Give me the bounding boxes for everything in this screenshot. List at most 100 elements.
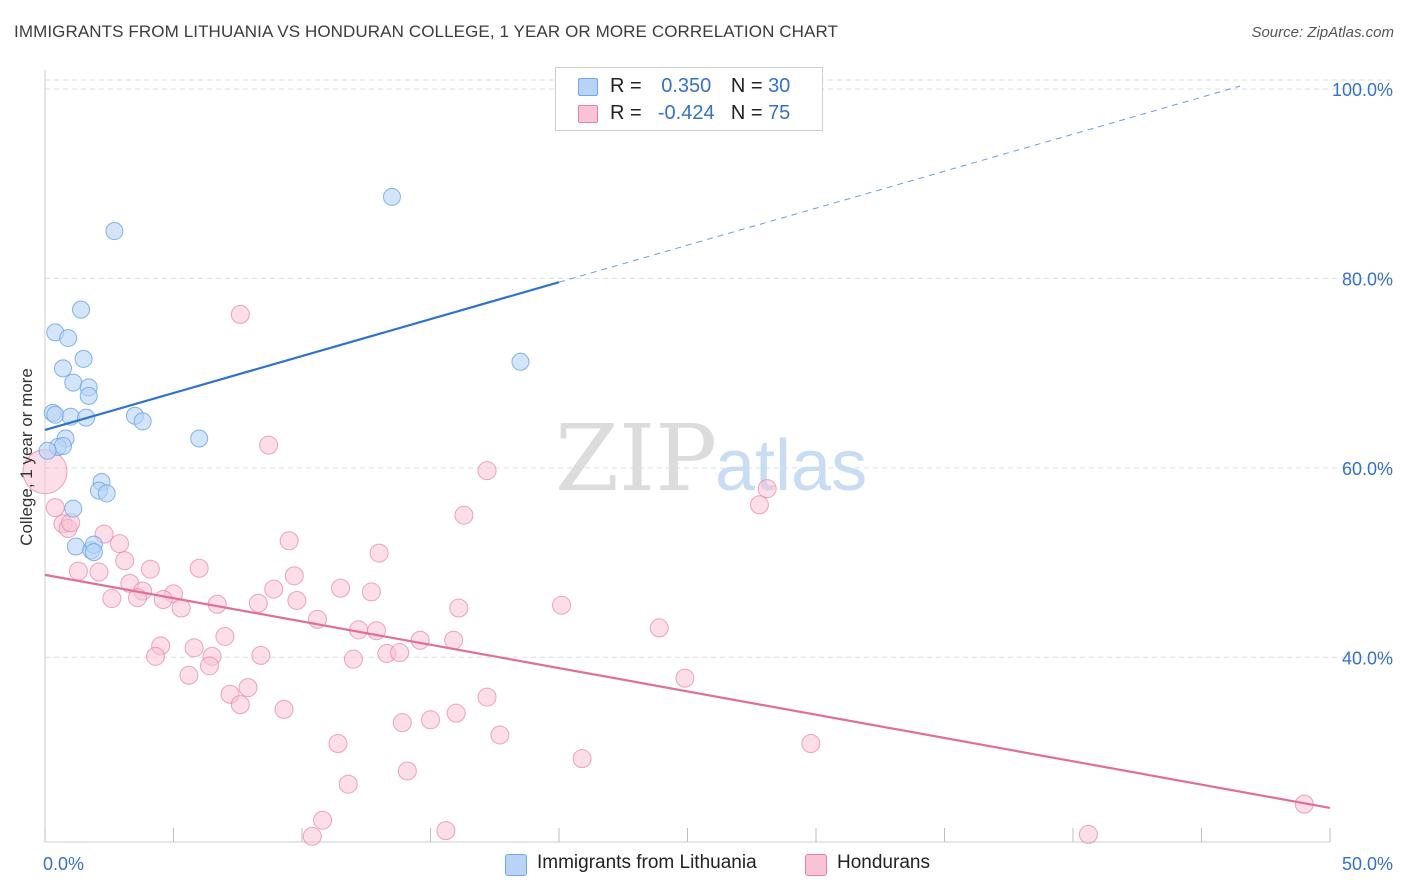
series-hondurans [22,304,1314,846]
data-point-lithuania [79,386,98,405]
data-point-honduran [189,558,209,578]
data-point-lithuania [53,359,72,378]
data-point-honduran [230,304,250,324]
data-point-lithuania [46,405,65,424]
data-point-honduran [259,435,279,455]
data-point-honduran [68,561,88,581]
legend-swatch-blue [505,854,527,876]
data-point-honduran [675,668,695,688]
gridlines [45,79,1395,658]
tick-labels: 40.0% 60.0% 80.0% 100.0% 0.0% 50.0% [43,80,1393,874]
data-point-honduran [1078,824,1098,844]
data-point-honduran [284,566,304,586]
data-point-lithuania [66,537,85,556]
data-point-honduran [477,687,497,707]
data-point-honduran [454,505,474,525]
y-tick-label: 100.0% [1332,80,1393,100]
data-point-lithuania [38,441,57,460]
data-point-honduran [140,559,160,579]
n-label: N = [730,75,763,97]
chart-title: IMMIGRANTS FROM LITHUANIA VS HONDURAN CO… [14,22,839,41]
watermark-atlas: atlas [715,426,867,506]
data-point-honduran [444,630,464,650]
data-point-honduran [397,761,417,781]
x-tick-label: 50.0% [1342,854,1393,874]
data-point-honduran [279,531,299,551]
data-point-honduran [251,645,271,665]
data-point-honduran [572,749,592,769]
data-point-honduran [343,649,363,669]
data-point-honduran [287,590,307,610]
data-point-lithuania [64,373,83,392]
data-point-honduran [361,582,381,602]
data-point-honduran [390,643,410,663]
data-point-honduran [449,598,469,618]
trend-line-hondurans [44,573,1331,809]
stats-legend: R = 0.350 N = 30 R = -0.424 N = 75 [555,67,823,131]
y-axis-label: College, 1 year or more [17,368,36,546]
data-point-honduran [436,821,456,841]
data-point-honduran [369,543,389,563]
data-point-honduran [248,593,268,613]
data-point-honduran [392,713,412,733]
data-point-lithuania [382,187,401,206]
y-tick-label: 80.0% [1342,269,1393,289]
legend-swatch-pink [805,854,827,876]
data-point-lithuania [105,222,124,241]
source-credit: Source: ZipAtlas.com [1251,24,1394,41]
data-point-honduran [338,774,358,794]
r-label: R = [610,75,642,97]
data-point-honduran [552,595,572,615]
y-tick-label: 40.0% [1342,648,1393,668]
data-point-lithuania [190,429,209,448]
data-point-honduran [490,725,510,745]
data-point-honduran [801,733,821,753]
data-point-honduran [45,498,65,518]
data-point-honduran [264,579,284,599]
data-point-honduran [274,699,294,719]
data-point-honduran [331,578,351,598]
data-point-lithuania [84,543,103,562]
data-point-lithuania [511,352,530,371]
data-point-lithuania [59,329,78,348]
legend-label: Hondurans [837,852,930,873]
r-label: R = [610,102,642,124]
data-point-lithuania [74,349,93,368]
data-point-lithuania [64,499,83,518]
legend-swatch-blue [578,78,598,96]
n-label: N = [730,102,763,124]
data-point-lithuania [71,300,90,319]
trend-lines [44,85,1331,809]
data-point-honduran [184,638,204,658]
data-point-honduran [477,461,497,481]
legend-label: Immigrants from Lithuania [537,852,757,873]
data-point-lithuania [53,437,72,456]
data-point-honduran [749,495,769,515]
watermark-zip: ZIP [555,405,717,512]
r-value: -0.424 [657,102,715,124]
data-point-honduran [146,646,166,666]
data-point-honduran [215,626,235,646]
series-lithuania [38,187,530,562]
y-tick-label: 60.0% [1342,459,1393,479]
r-value: 0.350 [661,75,712,97]
data-point-honduran [115,551,135,571]
data-point-honduran [328,733,348,753]
data-point-honduran [153,590,173,610]
n-value: 30 [768,75,791,97]
data-point-lithuania [97,484,116,503]
legend-swatch-pink [578,105,598,123]
data-point-honduran [199,656,219,676]
data-point-honduran [238,678,258,698]
data-point-honduran [446,703,466,723]
data-point-honduran [110,534,130,554]
n-value: 75 [768,102,791,124]
data-point-lithuania [133,412,152,431]
data-point-honduran [313,810,333,830]
data-point-honduran [421,710,440,730]
data-point-honduran [302,826,322,846]
data-point-honduran [410,630,430,650]
data-point-honduran [757,479,777,499]
data-point-honduran [102,589,122,609]
